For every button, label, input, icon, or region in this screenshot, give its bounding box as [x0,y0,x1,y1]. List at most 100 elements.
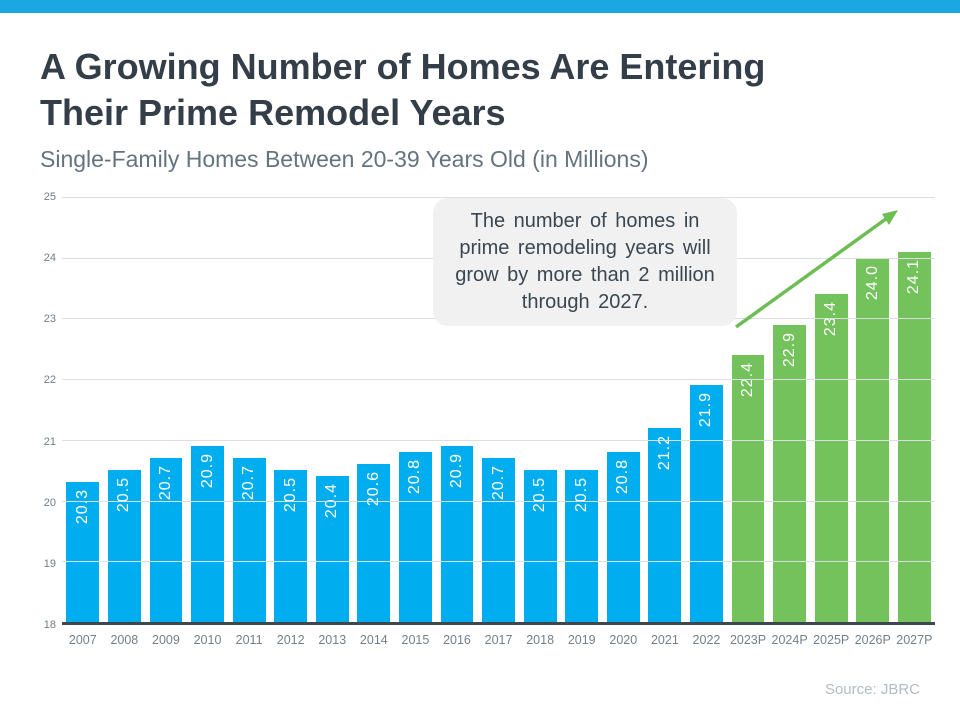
bar: 22.9 [773,324,807,622]
bar-value-label: 22.9 [780,331,798,367]
x-tick-label: 2013 [318,633,347,647]
x-axis: 2007 2008 2009 2010 2011 2012 2013 2014 2015 2016… [62,633,935,647]
bar-column-2024P: 22.9 [769,197,811,622]
gridline [62,197,935,198]
bar-column-2008: 20.5 [104,197,146,622]
x-tick-label: 2023P [729,633,767,647]
bar-column-2025P: 23.4 [810,197,852,622]
bar: 22.4 [731,354,765,622]
bar-column-2023P: 22.4 [727,197,769,622]
bar-value-label: 20.9 [447,452,465,489]
bar-column-2021: 21.2 [644,197,686,622]
bar-value-label: 24.0 [863,264,881,300]
annotation-text-line: grow by more than 2 million [455,264,715,286]
source-note: Source: JBRC [824,681,920,698]
y-tick-label: 22 [43,374,56,387]
x-tick-label: 2019 [567,633,596,647]
y-tick-label: 25 [43,191,56,203]
page-title: A Growing Number of Homes Are Entering T… [40,44,940,136]
annotation-box: The number of homes in prime remodeling y… [433,198,737,326]
bar: 20.7 [482,458,515,622]
x-tick-label: 2015 [401,633,430,647]
bar-column-2016: 20.9 [436,197,478,622]
bar: 20.5 [565,470,599,622]
bar-column-2026P: 24.0 [852,197,894,622]
y-tick-label: 18 [43,619,56,631]
bar: 20.4 [315,476,349,622]
bar: 20.6 [357,464,391,622]
x-tick-label: 2021 [650,633,679,647]
bar: 21.2 [648,427,682,622]
bar-column-2007: 20.3 [62,197,104,622]
x-tick-label: 2018 [526,633,555,647]
x-tick-label: 2017 [484,633,513,647]
x-tick-label: 2007 [68,633,97,647]
bar: 20.5 [107,470,141,622]
chart-subtitle: Single-Family Homes Between 20-39 Years … [40,146,649,172]
bar-column-2022: 21.9 [686,197,728,622]
gridline [62,500,935,502]
x-tick-label: 2022 [692,633,721,647]
bar-column-2010: 20.9 [187,197,229,622]
bar-column-2011: 20.7 [228,197,270,622]
x-tick-label: 2025P [813,633,850,647]
bar-column-2019: 20.5 [561,197,603,622]
x-tick-label: 2027P [896,633,933,647]
x-tick-label: 2009 [152,633,180,647]
bar-value-label: 20.9 [198,452,216,489]
x-tick-label: 2010 [193,633,222,647]
x-tick-label: 2024P [771,633,808,647]
bar-column-2014: 20.6 [353,197,395,622]
bar-value-label: 21.9 [697,392,715,428]
page-title-line2: Their Prime Remodel Years [40,92,506,133]
y-tick-label: 20 [43,496,56,509]
bar-column-2018: 20.5 [519,197,561,622]
annotation-text-line: through 2027. [521,291,649,313]
bar: 20.7 [149,458,183,622]
bar-column-2015: 20.8 [395,197,437,622]
bar: 20.8 [398,452,432,622]
bar-value-label: 20.8 [614,459,632,495]
x-tick-label: 2016 [443,633,471,647]
bar-column-2027P: 24.1 [894,197,936,622]
bar: 20.5 [274,470,308,622]
bar: 20.5 [523,470,557,622]
bar: 20.8 [606,452,640,622]
bar-column-2009: 20.7 [145,197,187,622]
bar-value-label: 20.5 [115,477,133,513]
bar-column-2020: 20.8 [603,197,645,622]
y-tick-label: 19 [43,557,56,570]
x-tick-label: 2014 [359,633,388,647]
y-tick-label: 23 [43,313,56,326]
bar: 20.7 [232,458,266,622]
bar: 24.1 [897,251,931,622]
gridline [62,379,935,381]
x-tick-label: 2020 [609,633,638,647]
bar-value-label: 20.5 [572,477,590,513]
bar-column-2013: 20.4 [311,197,353,622]
x-tick-label: 2012 [276,633,305,647]
annotation-text-line: prime remodeling years will [459,237,711,259]
y-axis: 18 19 20 21 22 23 24 25 [26,191,56,631]
plot-area: 20.3 20.5 20.7 20.9 20.7 20.5 20.420.6 20.8 20.9… [62,197,935,625]
x-tick-label: 2026P [854,633,891,647]
bar: 20.9 [191,445,224,622]
y-tick-label: 21 [43,435,56,448]
top-accent-bar [0,0,960,13]
bar: 20.3 [66,482,100,622]
bar-value-label: 20.7 [240,465,258,501]
bar: 23.4 [814,294,848,622]
bar: 21.9 [690,385,723,622]
bar-column-2017: 20.7 [478,197,520,622]
gridline [62,561,935,563]
x-tick-label: 2008 [110,633,139,647]
bar: 20.9 [440,445,474,622]
x-tick-label: 2011 [235,633,263,647]
y-tick-label: 24 [43,252,56,265]
page-title-line1: A Growing Number of Homes Are Entering [40,46,766,87]
bar-value-label: 20.5 [281,477,299,513]
bar-value-label: 20.3 [73,489,91,525]
bar-value-label: 20.7 [489,465,507,501]
annotation-text-line: The number of homes in [470,210,700,232]
bar-column-2012: 20.5 [270,197,312,622]
